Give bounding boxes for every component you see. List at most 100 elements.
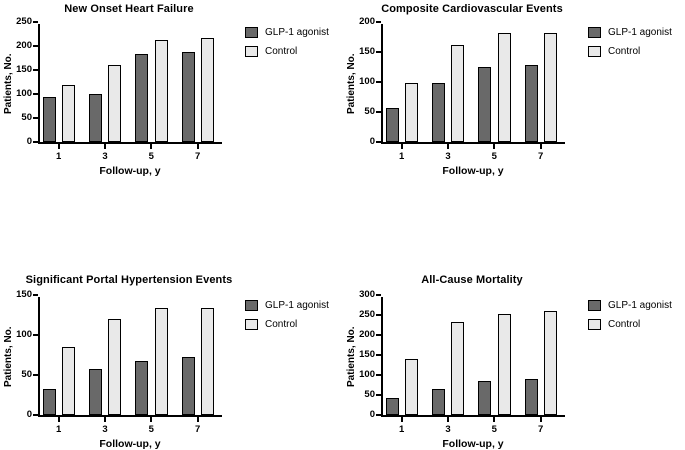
y-axis-tick [376, 354, 381, 356]
bar-control-year-1 [405, 83, 418, 142]
bar-glp1-agonist-year-5 [478, 381, 492, 415]
chart-panel-significant-portal-hypertension-events: Significant Portal Hypertension Events P… [0, 262, 343, 450]
x-axis-tick-label: 1 [56, 151, 62, 162]
legend-swatch-control [245, 45, 258, 57]
bar-control-year-5 [154, 307, 168, 415]
x-axis-tick [447, 144, 449, 149]
legend-item-glp1-agonist: GLP-1 agonist [588, 26, 672, 38]
x-axis-tick [400, 144, 403, 149]
bar-control-year-3 [451, 322, 465, 415]
legend-item-glp1-agonist: GLP-1 agonist [245, 26, 329, 38]
chart-title: New Onset Heart Failure [64, 3, 194, 15]
y-axis-tick-label: 250 [359, 309, 375, 320]
y-axis-tick-label: 50 [364, 106, 375, 117]
legend-item-control: Control [245, 318, 329, 330]
y-axis-tick-label: 300 [359, 289, 375, 300]
legend-label-control: Control [608, 45, 641, 57]
y-axis-tick-label: 100 [16, 329, 32, 340]
legend-item-glp1-agonist: GLP-1 agonist [588, 299, 672, 311]
y-axis-tick [33, 45, 38, 47]
x-axis-tick [539, 417, 542, 422]
x-axis-tick [104, 417, 106, 422]
legend: GLP-1 agonist Control [588, 26, 672, 57]
x-axis-tick [539, 144, 542, 149]
x-axis-tick [150, 417, 153, 422]
y-axis-tick-label: 0 [369, 409, 375, 420]
x-axis-tick-label: 7 [538, 151, 544, 162]
plot-area: 0 50 100 150 200 250 300 1 3 5 7 [359, 289, 565, 435]
y-axis-tick-label: 0 [369, 136, 375, 147]
y-axis-tick [376, 374, 381, 376]
y-axis-tick-label: 50 [364, 389, 375, 400]
bar-control-year-7 [201, 38, 214, 142]
x-axis-tick-label: 3 [102, 424, 108, 435]
x-axis-tick [493, 144, 496, 149]
legend-label-glp1-agonist: GLP-1 agonist [265, 26, 329, 38]
y-axis-tick [376, 294, 381, 296]
bar-control-year-7 [201, 307, 214, 415]
y-axis-tick-label: 150 [16, 289, 32, 300]
legend-swatch-glp1-agonist [588, 26, 601, 38]
bar-glp1-agonist-year-7 [181, 52, 195, 142]
legend-swatch-glp1-agonist [245, 299, 258, 311]
x-axis-tick-label: 7 [195, 151, 201, 162]
legend-label-control: Control [265, 45, 298, 57]
bar-glp1-agonist-year-3 [89, 94, 102, 142]
x-axis-tick [196, 144, 199, 149]
y-axis-tick [33, 69, 38, 71]
x-axis-tick-label: 5 [491, 424, 497, 435]
y-axis-tick-label: 50 [21, 369, 32, 380]
x-axis-tick [493, 417, 496, 422]
chart-panel-new-onset-heart-failure: New Onset Heart Failure Patients, No. 0 5… [0, 0, 343, 262]
bar-glp1-agonist-year-5 [478, 67, 492, 142]
y-axis-tick-label: 100 [359, 369, 375, 380]
legend: GLP-1 agonist Control [245, 299, 329, 330]
x-axis-tick-label: 7 [195, 424, 201, 435]
plot-area: 0 50 100 150 1 3 5 7 [16, 289, 222, 435]
bar-control-year-7 [544, 32, 557, 142]
y-axis-tick [376, 51, 381, 53]
y-axis-tick [33, 117, 38, 119]
y-axis-tick [33, 334, 38, 336]
y-axis-tick [376, 394, 381, 396]
bar-glp1-agonist-year-3 [89, 368, 102, 415]
bar-glp1-agonist-year-7 [524, 64, 538, 142]
x-axis-title: Follow-up, y [99, 165, 161, 177]
y-axis-tick [33, 93, 38, 95]
legend-label-control: Control [265, 318, 298, 330]
legend-item-control: Control [588, 45, 672, 57]
chart-title: All-Cause Mortality [421, 274, 523, 286]
legend-item-glp1-agonist: GLP-1 agonist [245, 299, 329, 311]
bar-glp1-agonist-year-1 [385, 397, 399, 415]
y-axis-tick-label: 200 [359, 329, 375, 340]
y-axis-tick-label: 150 [359, 349, 375, 360]
legend-label-control: Control [608, 318, 641, 330]
y-axis-tick [376, 334, 381, 336]
y-axis-tick [376, 141, 381, 143]
legend-label-glp1-agonist: GLP-1 agonist [608, 26, 672, 38]
bar-control-year-1 [405, 359, 418, 415]
legend-swatch-control [588, 318, 601, 330]
legend-label-glp1-agonist: GLP-1 agonist [608, 299, 672, 311]
y-axis-tick-label: 0 [26, 136, 32, 147]
y-axis-tick [376, 81, 381, 83]
legend-swatch-glp1-agonist [588, 299, 601, 311]
x-axis-tick-label: 5 [148, 151, 154, 162]
bar-glp1-agonist-year-1 [42, 388, 56, 415]
y-axis-tick-label: 0 [26, 409, 32, 420]
y-axis-tick-label: 250 [16, 16, 32, 27]
bar-control-year-1 [62, 84, 75, 142]
x-axis-tick-label: 1 [399, 424, 405, 435]
chart-panel-composite-cardiovascular-events: Composite Cardiovascular Events Patients… [343, 0, 685, 262]
y-axis-tick [376, 414, 381, 416]
bar-glp1-agonist-year-5 [135, 360, 149, 415]
chart-panel-all-cause-mortality: All-Cause Mortality Patients, No. 0 50 100… [343, 262, 685, 450]
bar-control-year-3 [108, 64, 122, 142]
x-axis-tick-label: 5 [491, 151, 497, 162]
y-axis-tick-label: 200 [16, 40, 32, 51]
x-axis-tick [196, 417, 199, 422]
y-axis-tick-label: 200 [359, 16, 375, 27]
y-axis-tick [33, 141, 38, 143]
bar-control-year-1 [62, 347, 75, 415]
